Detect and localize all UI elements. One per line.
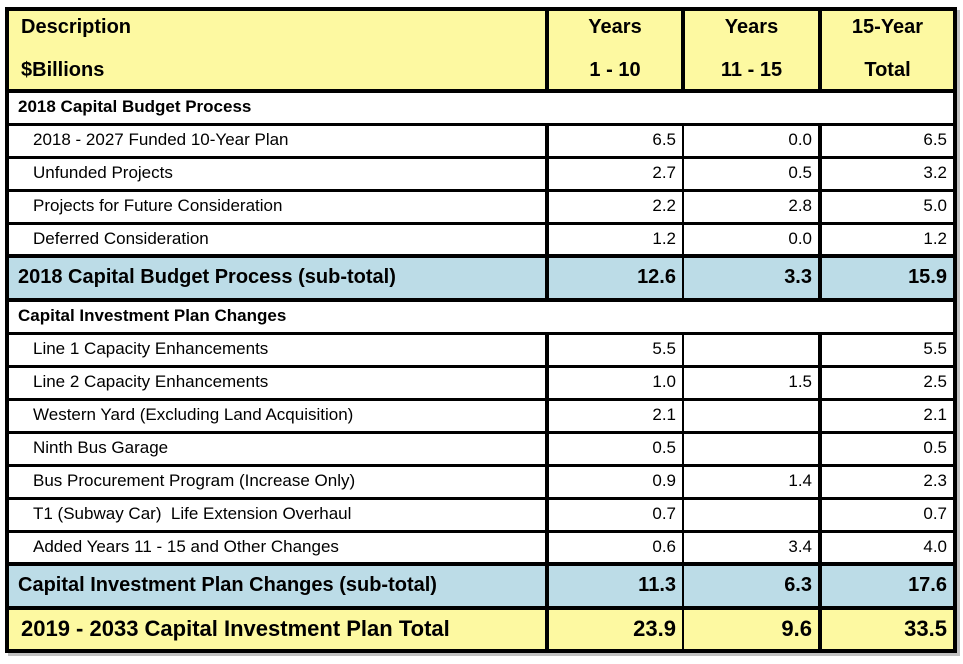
row-label: Unfunded Projects: [5, 155, 549, 192]
data-row: Line 2 Capacity Enhancements 1.0 1.5 2.5: [5, 364, 957, 401]
header-years-1-10-line1: Years: [588, 16, 642, 38]
value-15-year-total: 2.5: [820, 364, 957, 401]
data-row: Added Years 11 - 15 and Other Changes 0.6…: [5, 529, 957, 566]
value-years-1-10: 2.1: [547, 397, 684, 434]
row-label: 2018 Capital Budget Process (sub-total): [5, 254, 549, 302]
header-years-1-10-line2: 1 - 10: [589, 59, 641, 81]
value-years-11-15: [683, 331, 822, 368]
value-years-11-15: 3.3: [683, 254, 822, 302]
table-body: 2018 Capital Budget Process 2018 - 2027 F…: [5, 89, 957, 653]
value-years-1-10: 0.6: [547, 529, 684, 566]
header-years-11-15-line1: Years: [724, 16, 779, 38]
value-15-year-total: 5.5: [820, 331, 957, 368]
value-years-1-10: 2.2: [547, 188, 684, 225]
value-15-year-total: 15.9: [820, 254, 957, 302]
row-label: 2018 - 2027 Funded 10-Year Plan: [5, 122, 549, 159]
capital-plan-table: Description $Billions Years 1 - 10 Years…: [5, 7, 957, 653]
data-row: Projects for Future Consideration 2.2 2.8 5…: [5, 188, 957, 225]
capital-plan-table-container: Description $Billions Years 1 - 10 Years…: [5, 7, 957, 653]
row-label: Projects for Future Consideration: [5, 188, 549, 225]
total-row: 2019 - 2033 Capital Investment Plan Tota…: [5, 606, 957, 653]
header-15-year-total: 15-Year Total: [818, 7, 957, 93]
data-row: T1 (Subway Car) Life Extension Overhaul 0…: [5, 496, 957, 533]
value-years-1-10: 0.5: [547, 430, 684, 467]
value-years-11-15: 3.4: [683, 529, 822, 566]
value-years-1-10: 11.3: [547, 562, 684, 610]
value-years-1-10: 1.2: [547, 221, 684, 258]
value-years-1-10: 2.7: [547, 155, 684, 192]
row-label: Capital Investment Plan Changes (sub-tot…: [5, 562, 549, 610]
header-15-year-total-line2: Total: [864, 59, 911, 81]
value-years-11-15: 1.4: [683, 463, 822, 500]
value-years-1-10: 1.0: [547, 364, 684, 401]
data-row: 2018 - 2027 Funded 10-Year Plan 6.5 0.0 6.5: [5, 122, 957, 159]
row-label: Line 2 Capacity Enhancements: [5, 364, 549, 401]
value-years-11-15: [683, 430, 822, 467]
row-label: Ninth Bus Garage: [5, 430, 549, 467]
header-15-year-total-line1: 15-Year: [851, 16, 924, 38]
header-description-line2: $Billions: [21, 59, 105, 81]
data-row: Ninth Bus Garage 0.5 0.5: [5, 430, 957, 467]
value-15-year-total: 5.0: [820, 188, 957, 225]
row-label: Bus Procurement Program (Increase Only): [5, 463, 549, 500]
value-years-1-10: 0.9: [547, 463, 684, 500]
row-label: Added Years 11 - 15 and Other Changes: [5, 529, 549, 566]
value-15-year-total: 1.2: [820, 221, 957, 258]
row-label: Line 1 Capacity Enhancements: [5, 331, 549, 368]
section-row: 2018 Capital Budget Process: [5, 89, 957, 126]
value-15-year-total: 6.5: [820, 122, 957, 159]
section-row: Capital Investment Plan Changes: [5, 298, 957, 335]
data-row: Unfunded Projects 2.7 0.5 3.2: [5, 155, 957, 192]
value-years-11-15: 1.5: [683, 364, 822, 401]
section-label: 2018 Capital Budget Process: [5, 89, 957, 126]
value-15-year-total: 2.3: [820, 463, 957, 500]
data-row: Western Yard (Excluding Land Acquisition…: [5, 397, 957, 434]
value-years-1-10: 12.6: [547, 254, 684, 302]
row-label: 2019 - 2033 Capital Investment Plan Tota…: [5, 606, 549, 653]
subtotal-row: 2018 Capital Budget Process (sub-total) 1…: [5, 254, 957, 302]
value-15-year-total: 0.7: [820, 496, 957, 533]
value-15-year-total: 3.2: [820, 155, 957, 192]
section-label: Capital Investment Plan Changes: [5, 298, 957, 335]
value-years-11-15: [683, 496, 822, 533]
value-years-1-10: 0.7: [547, 496, 684, 533]
value-years-11-15: 0.0: [683, 122, 822, 159]
header-description: Description $Billions: [5, 7, 549, 93]
header-years-11-15: Years 11 - 15: [681, 7, 822, 93]
data-row: Deferred Consideration 1.2 0.0 1.2: [5, 221, 957, 258]
row-label: Western Yard (Excluding Land Acquisition…: [5, 397, 549, 434]
row-label: Deferred Consideration: [5, 221, 549, 258]
data-row: Bus Procurement Program (Increase Only) 0…: [5, 463, 957, 500]
value-years-1-10: 6.5: [547, 122, 684, 159]
header-years-11-15-line2: 11 - 15: [720, 59, 783, 81]
value-years-1-10: 23.9: [547, 606, 684, 653]
subtotal-row: Capital Investment Plan Changes (sub-tot…: [5, 562, 957, 610]
value-years-11-15: [683, 397, 822, 434]
value-15-year-total: 33.5: [820, 606, 957, 653]
table-header-row: Description $Billions Years 1 - 10 Years…: [5, 7, 957, 93]
data-row: Line 1 Capacity Enhancements 5.5 5.5: [5, 331, 957, 368]
value-years-11-15: 0.0: [683, 221, 822, 258]
value-15-year-total: 0.5: [820, 430, 957, 467]
header-years-1-10: Years 1 - 10: [545, 7, 685, 93]
value-years-11-15: 0.5: [683, 155, 822, 192]
value-years-11-15: 2.8: [683, 188, 822, 225]
value-years-11-15: 9.6: [683, 606, 822, 653]
value-15-year-total: 2.1: [820, 397, 957, 434]
value-years-1-10: 5.5: [547, 331, 684, 368]
value-15-year-total: 4.0: [820, 529, 957, 566]
value-years-11-15: 6.3: [683, 562, 822, 610]
header-description-line1: Description: [21, 16, 132, 38]
row-label: T1 (Subway Car) Life Extension Overhaul: [5, 496, 549, 533]
value-15-year-total: 17.6: [820, 562, 957, 610]
